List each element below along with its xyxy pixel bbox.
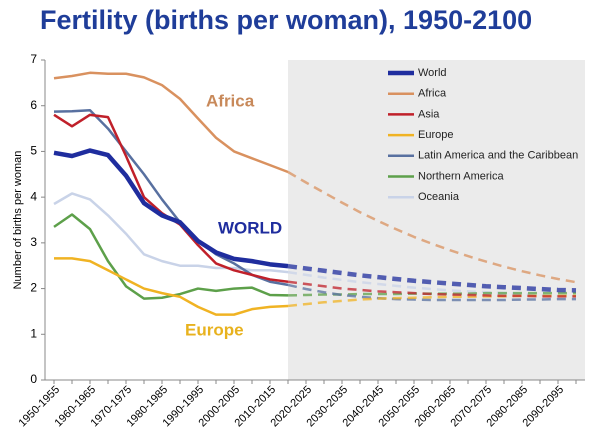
series-line bbox=[54, 257, 289, 316]
legend-label: Europe bbox=[418, 129, 453, 141]
y-axis-label: Number of births per woman bbox=[12, 151, 24, 290]
series-line bbox=[53, 148, 289, 269]
annotation: WORLD bbox=[218, 218, 282, 237]
series-line bbox=[53, 109, 289, 287]
y-tick-label: 1 bbox=[30, 326, 37, 340]
series-line bbox=[53, 71, 289, 174]
y-tick-label: 0 bbox=[30, 372, 37, 386]
annotation: Africa bbox=[206, 91, 255, 110]
chart-title: Fertility (births per woman), 1950-2100 bbox=[40, 5, 532, 35]
y-tick-label: 4 bbox=[30, 189, 37, 203]
legend-label: Latin America and the Caribbean bbox=[418, 150, 578, 162]
projection-line bbox=[287, 280, 576, 298]
series-line bbox=[53, 192, 289, 274]
y-tick-label: 6 bbox=[30, 98, 37, 112]
y-tick-label: 2 bbox=[30, 281, 37, 295]
projection-line bbox=[287, 283, 576, 302]
projection-line bbox=[287, 263, 577, 293]
legend-label: Africa bbox=[418, 88, 447, 100]
legend-label: Asia bbox=[418, 108, 440, 120]
annotation: Europe bbox=[185, 320, 244, 339]
y-tick-label: 5 bbox=[30, 144, 37, 158]
legend-label: Oceania bbox=[418, 191, 460, 203]
y-tick-label: 3 bbox=[30, 235, 37, 249]
legend-label: World bbox=[418, 67, 447, 79]
projection-line bbox=[287, 170, 577, 284]
legend-label: Northern America bbox=[418, 170, 504, 182]
y-tick-label: 7 bbox=[30, 52, 37, 66]
projection-shade bbox=[288, 60, 585, 380]
